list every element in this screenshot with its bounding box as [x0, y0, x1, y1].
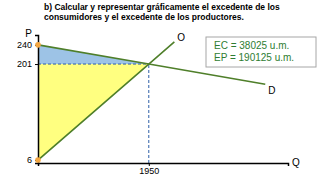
annotation: EC = 38025 u.m. — [214, 40, 289, 51]
equilibrium-price-guide — [38, 64, 149, 65]
x-axis-line — [39, 164, 289, 167]
y-tick-mark — [35, 64, 38, 65]
y-tick: 201 — [17, 59, 38, 69]
x-tick: 1950 — [139, 163, 159, 176]
annotation: EP = 190125 u.m. — [214, 52, 294, 63]
curve-label: O — [177, 32, 185, 43]
axis-point — [35, 157, 41, 163]
x-axis-title: Q — [292, 157, 300, 168]
y-tick-label: 6 — [27, 155, 32, 165]
y-tick: 240 — [17, 40, 38, 50]
title-line: consumidores y el excedente de los produ… — [44, 12, 244, 22]
chart-container: b) Calcular y representar gráficamente e… — [0, 0, 320, 180]
axis-point — [35, 42, 41, 48]
curve-label: D — [268, 85, 275, 96]
title: b) Calcular y representar gráficamente e… — [44, 2, 280, 22]
points-layer — [35, 42, 41, 163]
x-axis: 1950 — [39, 163, 289, 176]
x-tick-label: 1950 — [139, 166, 159, 176]
y-tick-label: 240 — [17, 40, 32, 50]
chart-svg: b) Calcular y representar gráficamente e… — [0, 0, 320, 180]
y-axis-line — [35, 36, 39, 164]
y-tick-label: 201 — [17, 59, 32, 69]
title-line: b) Calcular y representar gráficamente e… — [44, 2, 280, 12]
y-axis: 6 201 240 — [17, 36, 39, 166]
equilibrium-quantity-guide — [148, 64, 149, 163]
y-axis-title: P — [25, 28, 32, 39]
curve-line — [38, 42, 174, 160]
annotation-box — [206, 37, 316, 67]
